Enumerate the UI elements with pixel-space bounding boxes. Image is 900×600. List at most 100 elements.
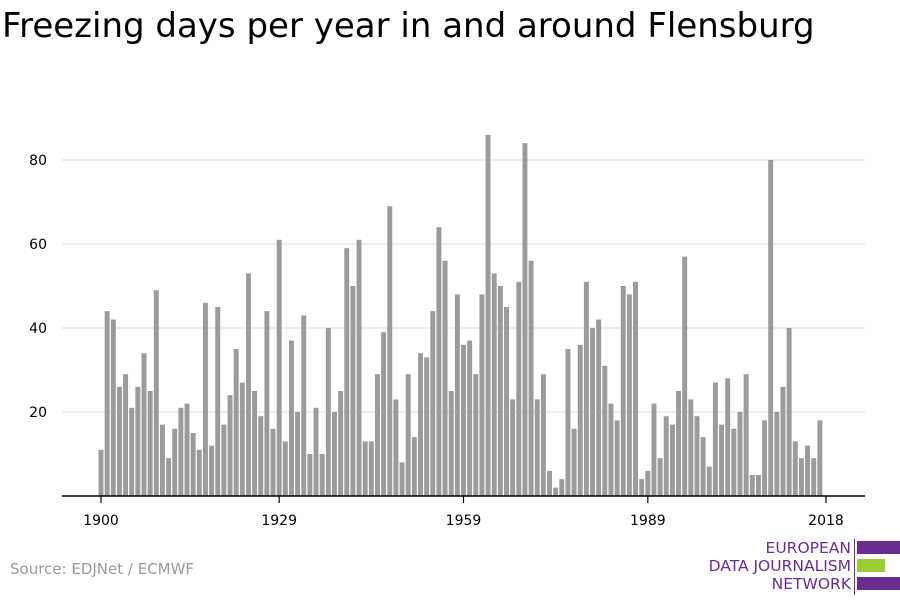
bar-1929: [276, 239, 282, 497]
bar-2002: [725, 378, 731, 496]
bar-2011: [780, 386, 786, 496]
bar-1900: [98, 449, 104, 496]
bar-1906: [135, 386, 141, 496]
bar-2006: [749, 475, 755, 496]
bar-1968: [516, 281, 522, 496]
bar-1912: [172, 428, 178, 496]
bar-1958: [454, 294, 460, 496]
x-tick-label-2018: 2018: [808, 513, 844, 529]
logo-line-european: EUROPEAN: [765, 539, 851, 557]
bar-1955: [436, 227, 442, 496]
bar-1974: [553, 487, 559, 496]
bar-1919: [215, 307, 221, 496]
bar-1945: [375, 374, 380, 496]
bar-1959: [461, 344, 466, 496]
bar-1925: [252, 391, 258, 496]
bar-1957: [448, 391, 454, 496]
bar-2003: [731, 428, 737, 496]
bar-2014: [798, 458, 804, 496]
bar-1905: [129, 407, 135, 496]
bar-1965: [497, 286, 503, 496]
y-tick-label-60: 60: [29, 237, 47, 253]
bar-1910: [159, 424, 165, 496]
bar-1986: [626, 294, 632, 496]
chart-title: Freezing days per year in and around Fle…: [2, 6, 815, 46]
bar-1943: [362, 441, 368, 496]
bar-1966: [504, 307, 509, 496]
bar-1946: [381, 332, 387, 496]
bar-1928: [270, 428, 276, 496]
bar-1927: [264, 311, 270, 496]
x-tick-label-1959: 1959: [446, 513, 482, 529]
bar-1996: [688, 399, 694, 496]
bar-1917: [202, 302, 208, 496]
bar-1973: [547, 470, 552, 496]
bar-1963: [485, 134, 491, 497]
bar-1993: [669, 424, 675, 496]
bar-2017: [817, 420, 823, 496]
bar-1995: [682, 256, 688, 496]
bar-1992: [663, 416, 669, 496]
bar-1998: [700, 437, 706, 496]
bar-1956: [442, 260, 448, 496]
logo-line-network: NETWORK: [771, 575, 851, 593]
bar-1948: [393, 399, 399, 496]
bar-1987: [633, 281, 638, 496]
bar-2000: [712, 382, 718, 496]
x-tick-label-1929: 1929: [261, 513, 297, 529]
bar-1991: [657, 458, 663, 496]
bar-2012: [786, 328, 792, 496]
logo-bar-green: [857, 559, 885, 572]
bar-1908: [147, 391, 153, 496]
bar-1922: [233, 349, 239, 496]
bar-1984: [614, 420, 620, 496]
bar-1903: [116, 386, 122, 496]
bar-1982: [602, 365, 608, 496]
bar-1941: [350, 286, 356, 496]
bar-1930: [282, 441, 288, 496]
bar-2016: [811, 458, 817, 496]
bar-2005: [743, 374, 749, 496]
bar-1979: [583, 281, 589, 496]
bar-1940: [344, 248, 350, 496]
bar-1932: [295, 412, 301, 496]
bar-2004: [737, 412, 743, 496]
bar-1999: [706, 466, 712, 496]
bar-1942: [356, 239, 362, 497]
bar-1920: [221, 424, 227, 496]
bar-1994: [676, 391, 682, 496]
bar-2015: [805, 445, 811, 496]
bar-1914: [184, 403, 190, 496]
bar-1997: [694, 416, 700, 496]
bar-1947: [387, 206, 393, 496]
edjnet-logo: EUROPEAN DATA JOURNALISM NETWORK: [709, 539, 900, 595]
bar-1915: [190, 433, 196, 496]
y-tick-label-20: 20: [29, 405, 47, 421]
bar-1975: [559, 479, 565, 496]
bar-1971: [534, 399, 540, 496]
bar-1902: [110, 319, 116, 496]
y-tick-label-80: 80: [29, 153, 47, 169]
bar-1977: [571, 428, 577, 496]
bar-1964: [491, 273, 497, 496]
bar-1911: [166, 458, 172, 496]
bar-1936: [319, 454, 325, 496]
logo-divider: [854, 539, 855, 595]
bar-1962: [479, 294, 485, 496]
bar-1935: [313, 407, 319, 496]
bar-1939: [338, 391, 344, 496]
bar-1934: [307, 454, 313, 496]
bar-1970: [528, 260, 534, 496]
bar-1951: [411, 437, 417, 496]
bar-1983: [608, 403, 614, 496]
bar-1980: [590, 328, 595, 496]
bar-1944: [368, 441, 374, 496]
bar-1907: [141, 353, 147, 496]
x-tick-label-1989: 1989: [630, 513, 666, 529]
bar-2007: [755, 475, 761, 496]
bar-1923: [239, 382, 245, 496]
bar-1931: [288, 340, 294, 496]
bar-1913: [178, 407, 184, 496]
x-tick-label-1900: 1900: [83, 513, 119, 529]
bar-1969: [522, 143, 528, 496]
